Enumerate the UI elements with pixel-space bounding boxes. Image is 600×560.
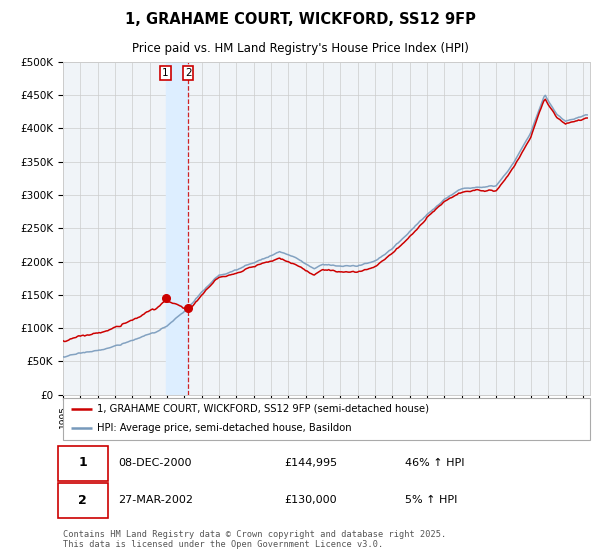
Text: Price paid vs. HM Land Registry's House Price Index (HPI): Price paid vs. HM Land Registry's House … bbox=[131, 43, 469, 55]
Text: HPI: Average price, semi-detached house, Basildon: HPI: Average price, semi-detached house,… bbox=[97, 423, 352, 433]
Text: 2: 2 bbox=[79, 493, 87, 507]
Text: 1: 1 bbox=[79, 456, 87, 469]
Text: £144,995: £144,995 bbox=[284, 458, 337, 468]
FancyBboxPatch shape bbox=[63, 398, 590, 440]
FancyBboxPatch shape bbox=[58, 483, 108, 518]
Bar bbox=[166, 62, 188, 395]
Text: 2: 2 bbox=[185, 68, 191, 78]
FancyBboxPatch shape bbox=[58, 446, 108, 480]
Text: 08-DEC-2000: 08-DEC-2000 bbox=[118, 458, 192, 468]
Text: £130,000: £130,000 bbox=[284, 495, 337, 505]
Text: Contains HM Land Registry data © Crown copyright and database right 2025.
This d: Contains HM Land Registry data © Crown c… bbox=[63, 530, 446, 549]
Text: 1: 1 bbox=[162, 68, 169, 78]
Text: 1, GRAHAME COURT, WICKFORD, SS12 9FP (semi-detached house): 1, GRAHAME COURT, WICKFORD, SS12 9FP (se… bbox=[97, 404, 429, 414]
Text: 46% ↑ HPI: 46% ↑ HPI bbox=[406, 458, 465, 468]
Text: 5% ↑ HPI: 5% ↑ HPI bbox=[406, 495, 458, 505]
Text: 1, GRAHAME COURT, WICKFORD, SS12 9FP: 1, GRAHAME COURT, WICKFORD, SS12 9FP bbox=[125, 12, 475, 27]
Text: 27-MAR-2002: 27-MAR-2002 bbox=[118, 495, 193, 505]
